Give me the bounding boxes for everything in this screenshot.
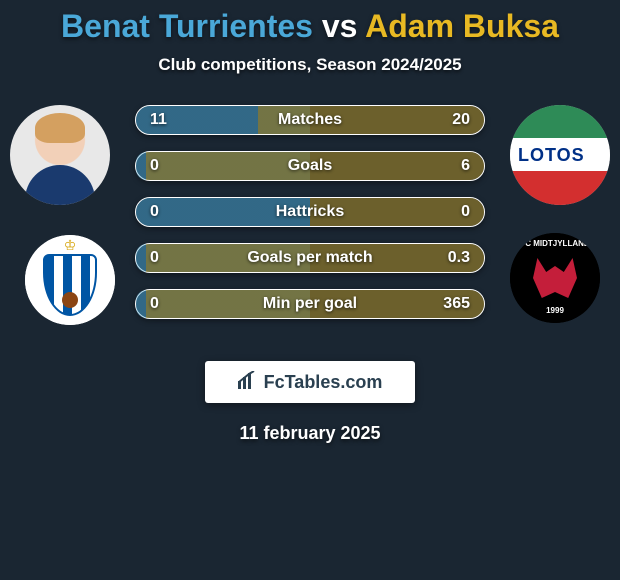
comparison-card: Benat Turrientes vs Adam Buksa Club comp…: [0, 0, 620, 444]
stat-value-right: 6: [440, 157, 470, 175]
stat-bar: 0Hattricks0: [135, 197, 485, 227]
shield-icon: [43, 254, 97, 316]
page-title: Benat Turrientes vs Adam Buksa: [0, 8, 620, 45]
flag-text: LOTOS: [518, 145, 585, 166]
brand-text: FcTables.com: [264, 372, 383, 393]
date-text: 11 february 2025: [0, 423, 620, 444]
subtitle: Club competitions, Season 2024/2025: [0, 55, 620, 75]
main-panel: LOTOS ♔ FC MIDTJYLLAND 1999 11Matches20 0…: [0, 105, 620, 345]
stat-value-right: 0.3: [440, 249, 470, 267]
brand-box: FcTables.com: [205, 361, 415, 403]
player2-club-badge: FC MIDTJYLLAND 1999: [510, 233, 600, 323]
stat-label: Goals: [136, 157, 484, 175]
ball-icon: [62, 292, 78, 308]
stat-value-right: 20: [440, 111, 470, 129]
stat-label: Hattricks: [136, 203, 484, 221]
club2-name: FC MIDTJYLLAND: [510, 239, 600, 248]
stat-bar: 0Goals6: [135, 151, 485, 181]
player2-name: Adam Buksa: [365, 8, 559, 44]
stat-value-right: 0: [440, 203, 470, 221]
player1-face-icon: [10, 105, 110, 205]
club2-year: 1999: [510, 306, 600, 315]
stat-label: Min per goal: [136, 295, 484, 313]
crown-icon: ♔: [64, 237, 77, 254]
player1-club-badge: ♔: [25, 235, 115, 325]
player1-name: Benat Turrientes: [61, 8, 313, 44]
player2-avatar: LOTOS: [510, 105, 610, 205]
stat-label: Goals per match: [136, 249, 484, 267]
stat-value-right: 365: [440, 295, 470, 313]
vs-text: vs: [322, 8, 358, 44]
stats-bars: 11Matches200Goals60Hattricks00Goals per …: [135, 105, 485, 335]
player1-avatar: [10, 105, 110, 205]
club1-crest-icon: ♔: [25, 235, 115, 325]
stat-label: Matches: [136, 111, 484, 129]
stat-bar: 11Matches20: [135, 105, 485, 135]
player2-flag-icon: LOTOS: [510, 105, 610, 205]
wolf-icon: [533, 258, 577, 298]
club2-crest-icon: FC MIDTJYLLAND 1999: [510, 233, 600, 323]
stat-bar: 0Min per goal365: [135, 289, 485, 319]
stat-bar: 0Goals per match0.3: [135, 243, 485, 273]
bar-chart-icon: [238, 371, 258, 394]
